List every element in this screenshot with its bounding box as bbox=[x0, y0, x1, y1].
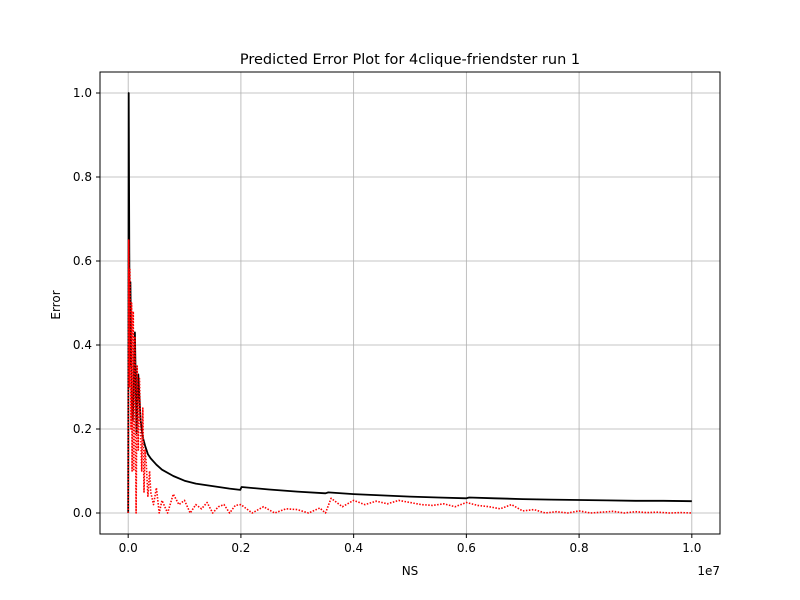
plot-area bbox=[127, 92, 692, 514]
ticks: 0.0 0.2 0.4 0.6 0.8 1.0 0.0 0.2 0.4 0.6 0.8 1.0 bbox=[73, 86, 701, 555]
y-axis-label: Error bbox=[49, 290, 63, 319]
x-tick-label: 0.8 bbox=[570, 541, 589, 555]
y-tick-label: 0.0 bbox=[73, 506, 92, 520]
series-line-2 bbox=[127, 239, 692, 514]
x-tick-label: 1.0 bbox=[682, 541, 701, 555]
y-tick-label: 0.4 bbox=[73, 338, 92, 352]
x-tick-label: 0.0 bbox=[119, 541, 138, 555]
series-line-1 bbox=[127, 92, 692, 514]
y-tick-label: 1.0 bbox=[73, 86, 92, 100]
x-axis-label: NS bbox=[402, 564, 419, 578]
y-tick-label: 0.6 bbox=[73, 254, 92, 268]
x-tick-label: 0.4 bbox=[344, 541, 363, 555]
x-axis-offset-label: 1e7 bbox=[697, 564, 720, 578]
y-tick-label: 0.8 bbox=[73, 170, 92, 184]
x-tick-label: 0.6 bbox=[457, 541, 476, 555]
chart-title: Predicted Error Plot for 4clique-friends… bbox=[240, 52, 580, 68]
axes-frame bbox=[99, 71, 721, 535]
y-tick-label: 0.2 bbox=[73, 422, 92, 436]
grid bbox=[100, 72, 720, 534]
x-tick-label: 0.2 bbox=[231, 541, 250, 555]
